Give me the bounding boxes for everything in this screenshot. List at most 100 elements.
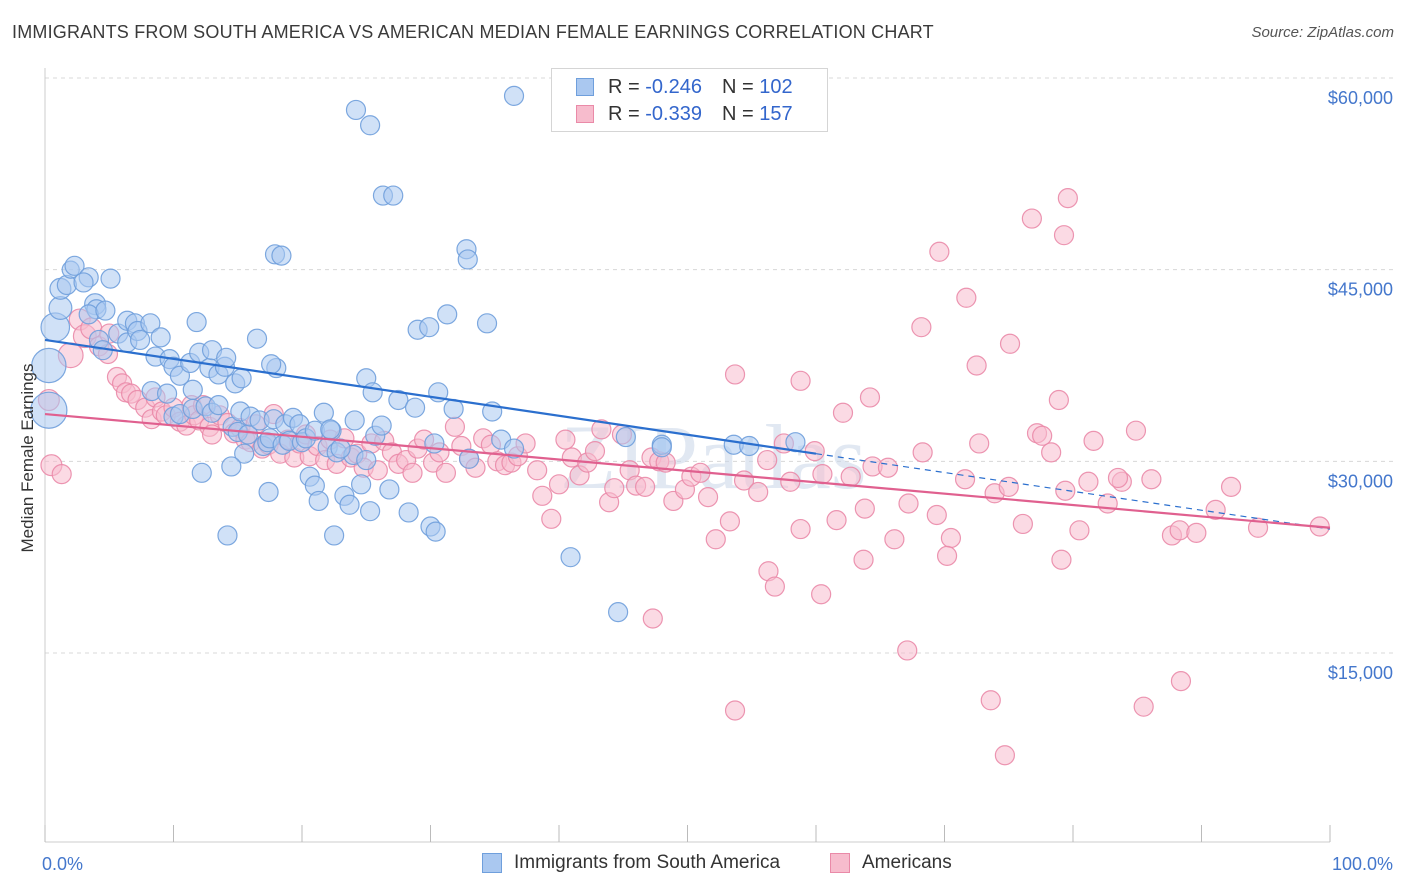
data-point: [1055, 480, 1076, 501]
data-point: [398, 502, 419, 523]
data-point: [182, 379, 203, 400]
n-value: 157: [759, 102, 793, 125]
data-point: [840, 466, 861, 487]
data-point: [1133, 696, 1154, 717]
data-point: [1247, 517, 1269, 538]
data-point: [258, 481, 279, 503]
data-point: [234, 443, 255, 464]
data-point: [541, 508, 562, 529]
data-point: [615, 426, 636, 448]
data-point: [64, 255, 85, 276]
data-point: [719, 511, 741, 532]
source-label: Source: ZipAtlas.com: [1251, 24, 1394, 41]
data-point: [697, 487, 719, 508]
data-point: [1186, 522, 1207, 543]
immigrants-points: [30, 85, 806, 623]
data-point: [324, 525, 345, 546]
trend-line-immigrants-extension: [815, 453, 1331, 530]
data-point: [651, 437, 672, 458]
data-point: [388, 389, 409, 411]
stats-legend: R = -0.246 N = 102 R = -0.339 N = 157: [551, 68, 828, 132]
stats-legend-row-americans: R = -0.339 N = 157: [576, 102, 793, 126]
data-point: [1083, 430, 1104, 451]
data-point: [351, 474, 372, 495]
data-point: [853, 549, 874, 570]
data-point: [360, 501, 381, 522]
data-point: [998, 476, 1019, 497]
data-point: [100, 268, 121, 289]
data-point: [591, 419, 612, 440]
data-point: [308, 490, 329, 512]
y-tick-label: $45,000: [1328, 280, 1393, 300]
r-value: -0.246: [645, 75, 702, 98]
data-point: [140, 313, 161, 334]
data-point: [604, 478, 625, 499]
data-point: [724, 700, 746, 721]
data-point: [608, 602, 629, 623]
y-tick-label: $60,000: [1328, 88, 1393, 108]
data-point: [156, 383, 178, 404]
data-point: [345, 99, 367, 121]
data-point: [757, 449, 778, 471]
data-point: [705, 529, 726, 550]
r-label: R =: [608, 102, 640, 125]
data-point: [584, 441, 606, 462]
data-point: [911, 317, 932, 338]
data-point: [748, 481, 769, 503]
data-point: [642, 608, 663, 629]
axes: [44, 68, 1331, 843]
data-point: [1170, 671, 1192, 692]
data-point: [764, 576, 785, 597]
data-point: [425, 521, 446, 542]
data-point: [980, 690, 1001, 711]
data-point: [912, 442, 933, 463]
data-point: [936, 545, 958, 566]
data-point: [555, 429, 576, 450]
data-point: [832, 402, 854, 423]
x-tick-label: 0.0%: [42, 854, 83, 874]
data-point: [129, 329, 151, 351]
trend-line-immigrants: [44, 338, 817, 455]
data-point: [804, 441, 825, 462]
data-point: [926, 504, 947, 526]
data-point: [739, 435, 760, 457]
legend-swatch-immigrants: [482, 853, 502, 873]
n-label: N =: [721, 102, 754, 125]
data-point: [261, 354, 282, 375]
chart-title: IMMIGRANTS FROM SOUTH AMERICA VS AMERICA…: [12, 22, 934, 42]
data-point: [854, 498, 875, 519]
y-axis-label: Median Female Earnings: [18, 364, 37, 553]
data-point: [527, 460, 548, 481]
data-point: [476, 313, 498, 334]
legend-item-americans[interactable]: Americans: [830, 852, 952, 874]
data-point: [724, 364, 746, 385]
data-point: [812, 464, 833, 485]
data-point: [1021, 208, 1042, 229]
data-point: [877, 457, 899, 478]
data-point: [1220, 476, 1242, 497]
data-point: [1032, 425, 1053, 446]
y-tick-labels: $15,000 $30,000 $45,000 $60,000: [1328, 88, 1393, 683]
data-point: [383, 185, 404, 206]
data-point: [379, 479, 400, 500]
data-point: [1057, 188, 1078, 209]
data-point: [929, 241, 950, 262]
data-point: [897, 640, 918, 661]
data-point: [339, 494, 360, 515]
data-point: [884, 529, 905, 550]
r-value: -0.339: [645, 102, 702, 125]
data-point: [940, 527, 962, 549]
data-point: [419, 317, 440, 338]
data-point: [404, 397, 426, 418]
data-point: [1141, 469, 1162, 490]
data-point: [826, 510, 847, 531]
data-point: [216, 347, 237, 368]
data-point: [402, 462, 423, 483]
data-point: [362, 382, 383, 403]
legend-label: Americans: [862, 852, 952, 873]
data-point: [790, 370, 811, 391]
data-point: [78, 304, 99, 325]
data-point: [371, 415, 392, 436]
legend-item-immigrants[interactable]: Immigrants from South America: [482, 852, 780, 874]
data-point: [330, 438, 351, 459]
